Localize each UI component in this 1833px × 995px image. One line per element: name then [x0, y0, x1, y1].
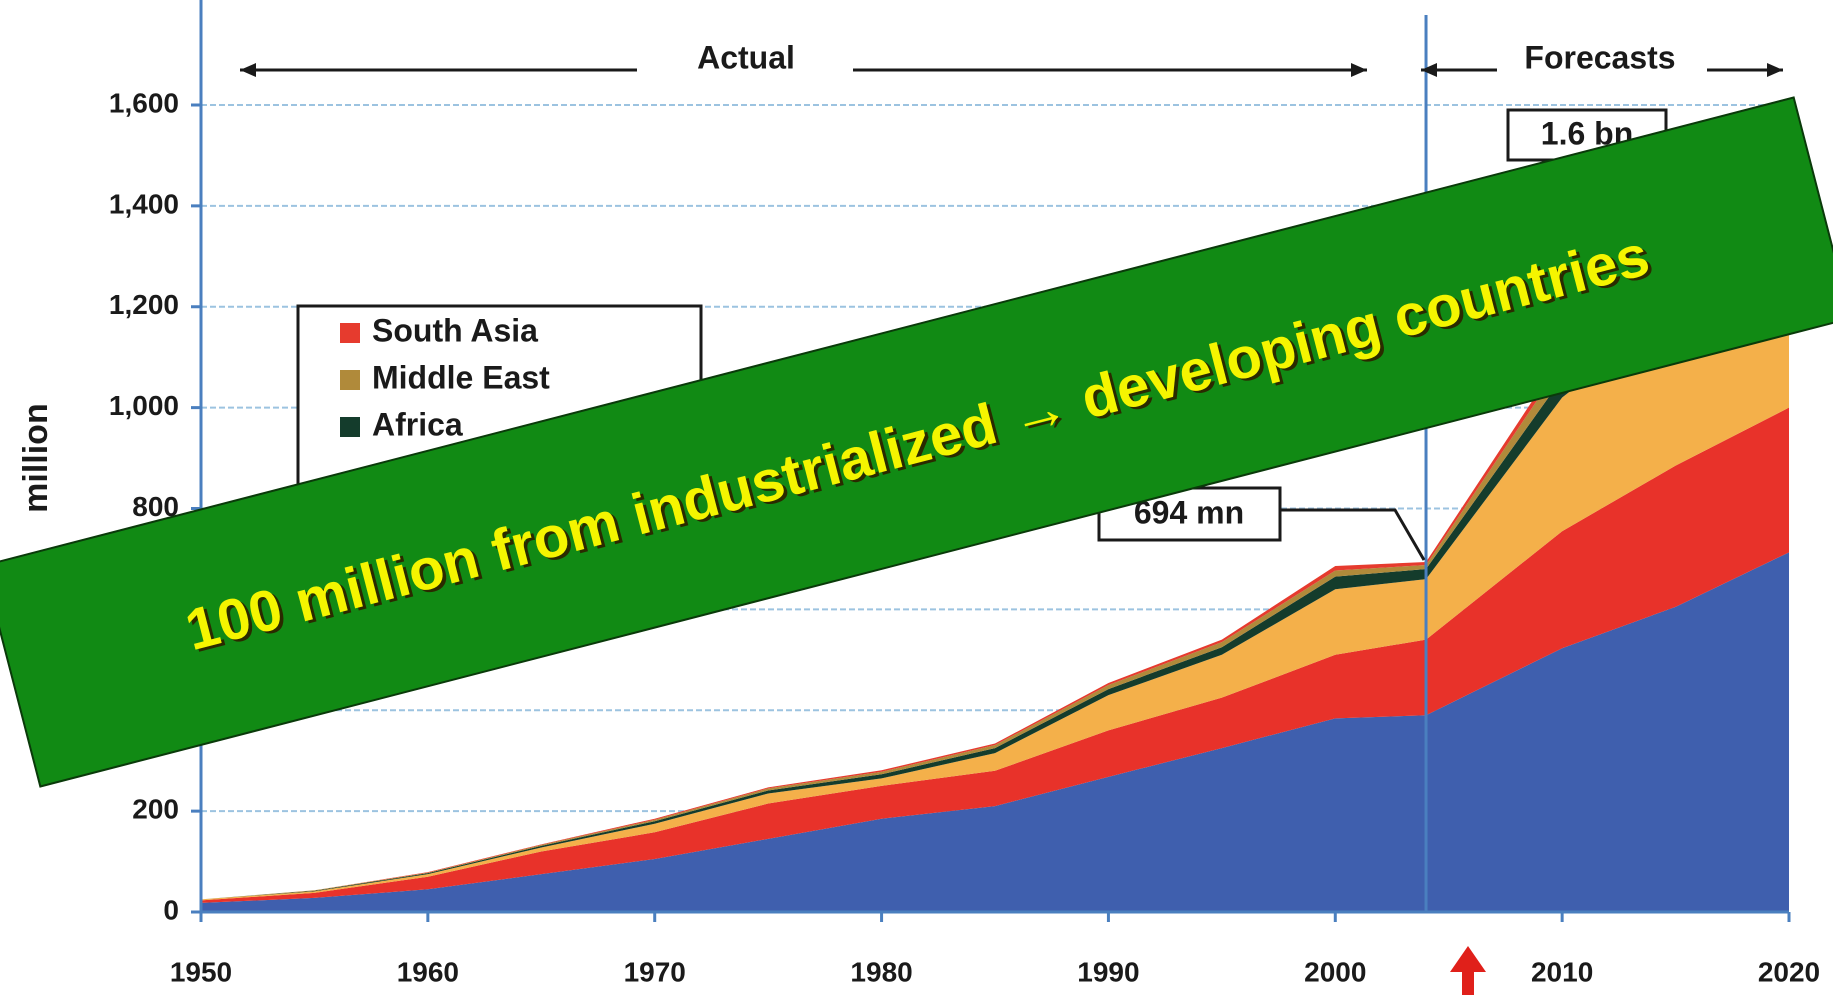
y-tick-label: 1,000 [109, 390, 179, 421]
x-tick-label: 1990 [1077, 956, 1139, 987]
red-arrow [1450, 946, 1486, 995]
y-tick-label: 1,200 [109, 289, 179, 320]
area [201, 407, 1789, 903]
areas [201, 105, 1789, 912]
x-tick-label: 2000 [1304, 956, 1366, 987]
banner-rect [0, 96, 1833, 788]
x-tick-label: 1950 [170, 956, 232, 987]
x-tick-label: 1970 [624, 956, 686, 987]
y-tick-label: 1,400 [109, 188, 179, 219]
legend-swatch [340, 323, 360, 343]
y-tick-label: 1,600 [109, 87, 179, 118]
arrow-head [240, 63, 256, 77]
arrow-head [1351, 63, 1367, 77]
legend-label: Middle East [372, 359, 550, 395]
y-tick-label: 200 [132, 794, 179, 825]
annotation-2004: 694 mn [1134, 494, 1244, 530]
legend-label: Africa [372, 406, 463, 442]
leader-line [1280, 508, 1426, 561]
legend-swatch [340, 370, 360, 390]
annotation-forecasts: Forecasts [1524, 39, 1675, 75]
legend-swatch [340, 417, 360, 437]
area [201, 236, 1789, 901]
x-tick-label: 2010 [1531, 956, 1593, 987]
annotation-actual: Actual [697, 39, 795, 75]
arrow-head [1767, 63, 1783, 77]
x-tick-label: 2020 [1758, 956, 1820, 987]
arrow-head [1421, 63, 1437, 77]
x-tick-label: 1980 [850, 956, 912, 987]
legend-label: South Asia [372, 312, 538, 348]
y-axis-label: million [17, 403, 55, 513]
y-tick-label: 0 [163, 894, 179, 925]
area [201, 552, 1789, 912]
x-tick-label: 1960 [397, 956, 459, 987]
